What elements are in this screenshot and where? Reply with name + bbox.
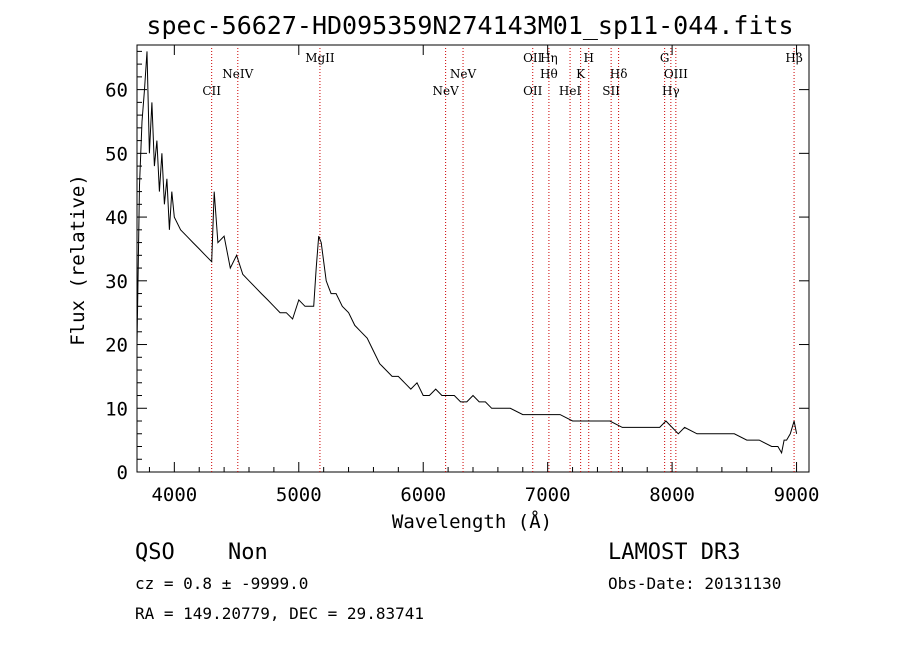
y-tick-label: 40 (105, 207, 128, 229)
axis-ticks: 4000 5000 6000 7000 8000 9000 0 10 20 30 40 50 60 (105, 45, 819, 506)
line-marker-label: Hδ (610, 67, 628, 81)
object-subclass: Non (228, 540, 268, 565)
line-marker-label: OII (523, 51, 543, 65)
x-axis-label: Wavelength (Å) (392, 510, 552, 533)
line-marker-label: CII (202, 84, 221, 98)
line-marker-label: HeI (559, 84, 582, 98)
line-marker-label: Hη (540, 51, 558, 65)
survey-name: LAMOST DR3 (608, 540, 740, 565)
line-marker-label: H (583, 51, 593, 65)
chart-title: spec-56627-HD095359N274143M01_sp11-044.f… (146, 11, 793, 40)
x-tick-label: 6000 (400, 484, 446, 506)
line-marker-label: SII (602, 84, 620, 98)
line-marker-label: NeV (432, 84, 459, 98)
x-tick-label: 5000 (276, 484, 322, 506)
y-tick-label: 10 (105, 398, 128, 420)
line-marker-label: G (660, 51, 670, 65)
redshift-cz: cz = 0.8 ± -9999.0 (135, 574, 308, 593)
y-tick-label: 20 (105, 335, 128, 357)
observation-date: Obs-Date: 20131130 (608, 574, 781, 593)
line-marker-label: MgII (305, 51, 335, 65)
line-marker-label: Hβ (785, 51, 802, 65)
y-tick-label: 0 (117, 462, 128, 484)
line-marker-label: OII (523, 84, 543, 98)
x-tick-label: 9000 (774, 484, 820, 506)
line-marker-label: NeIV (222, 67, 253, 81)
x-tick-label: 8000 (649, 484, 695, 506)
line-marker-label: NeV (450, 67, 477, 81)
x-tick-label: 4000 (151, 484, 197, 506)
ra-dec-coordinates: RA = 149.20779, DEC = 29.83741 (135, 604, 424, 623)
spectrum-series-line (136, 51, 798, 455)
x-tick-label: 7000 (525, 484, 571, 506)
line-marker-label: Hγ (662, 84, 680, 98)
y-tick-label: 30 (105, 271, 128, 293)
y-axis-label: Flux (relative) (67, 174, 89, 346)
y-tick-label: 60 (105, 80, 128, 102)
y-tick-label: 50 (105, 143, 128, 165)
line-marker-label: OIII (664, 67, 688, 81)
object-class: QSO (135, 540, 175, 565)
line-marker-label: Hθ (540, 67, 558, 81)
line-marker-label: K (576, 67, 586, 81)
emission-line-markers: CIINeIVMgIINeVNeVOIIOIIHηHθHeIKHHδSIIGOI… (202, 48, 803, 472)
